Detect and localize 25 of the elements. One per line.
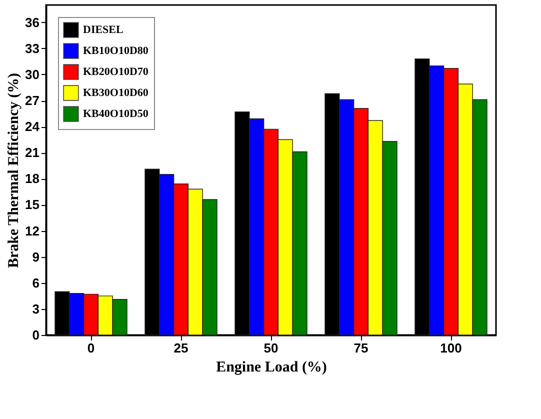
x-tick-label: 25 — [174, 340, 188, 356]
x-axis-title: Engine Load (%) — [216, 360, 327, 376]
x-tick-label: 100 — [440, 340, 462, 356]
y-tick-label: 3 — [32, 301, 40, 316]
legend-label: KB30O10D60 — [83, 87, 149, 99]
y-tick-label: 18 — [25, 171, 40, 186]
y-axis-title: Brake Thermal Efficiency (%) — [6, 72, 22, 268]
y-tick-label: 21 — [25, 145, 40, 160]
y-tick-label: 27 — [25, 93, 40, 108]
y-tick-label: 9 — [32, 249, 40, 264]
y-tick-label: 30 — [25, 66, 40, 82]
y-tick-label: 15 — [25, 197, 40, 212]
x-tick-label: 75 — [354, 340, 368, 356]
y-tick-label: 33 — [25, 40, 40, 56]
legend-label: KB20O10D70 — [83, 66, 149, 78]
y-tick-label: 36 — [25, 14, 40, 30]
legend-label: KB40O10D50 — [83, 108, 149, 120]
legend-label: KB10O10D80 — [83, 45, 149, 57]
x-tick-label: 50 — [264, 340, 278, 356]
y-tick-label: 24 — [25, 119, 40, 134]
y-tick-label: 6 — [32, 275, 40, 290]
y-tick-label: 0 — [32, 328, 40, 342]
x-tick-label: 0 — [87, 340, 95, 356]
legend-label: DIESEL — [83, 24, 124, 36]
y-tick-label: 12 — [25, 223, 40, 238]
